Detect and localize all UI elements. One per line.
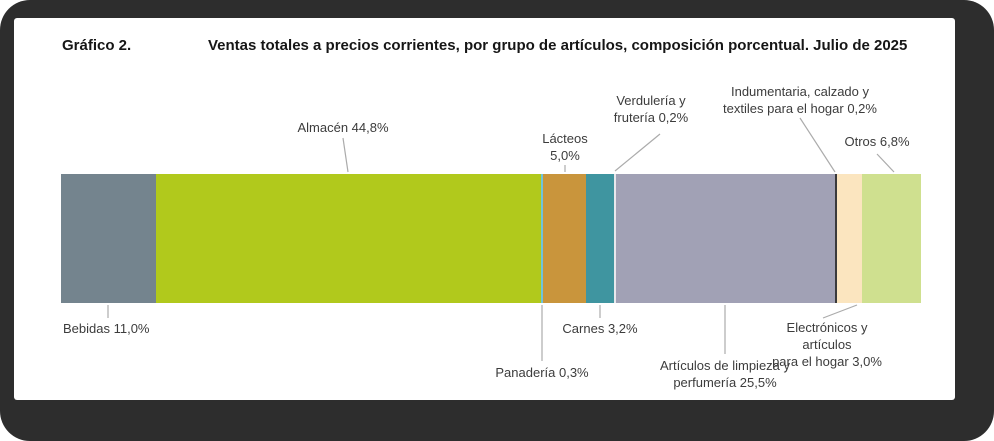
callout-verduleria: Verdulería y frutería 0,2% <box>613 93 689 125</box>
bar-segment-otros <box>862 174 921 303</box>
callout-carnes: Carnes 3,2% <box>562 321 638 336</box>
chart-panel: Gráfico 2. Ventas totales a precios corr… <box>14 18 955 400</box>
bar-segment-limpieza <box>615 174 835 303</box>
bar-segment-panaderia <box>540 174 544 303</box>
bar-segment-electronicos <box>836 174 863 303</box>
bar-segment-carnes <box>586 174 614 303</box>
figure-label: Gráfico 2. <box>62 37 132 54</box>
bar-segment-verduleria <box>613 174 616 303</box>
callout-indumentaria: Indumentaria, calzado y textiles para el… <box>723 84 877 116</box>
leader-line-verduleria <box>614 133 661 172</box>
leader-line-otros <box>876 153 895 173</box>
bar-segment-indumentaria <box>834 174 837 303</box>
bar-segment-lacteos <box>543 174 587 303</box>
bar-segment-bebidas <box>61 174 156 303</box>
callout-almacen: Almacén 44,8% <box>297 120 389 135</box>
callout-bebidas: Bebidas 11,0% <box>63 321 150 336</box>
stacked-bar <box>61 174 921 303</box>
callout-limpieza: Artículos de limpieza y perfumería 25,5% <box>659 358 791 390</box>
chart-title: Ventas totales a precios corrientes, por… <box>208 37 908 54</box>
callout-otros: Otros 6,8% <box>844 134 910 149</box>
leader-line-almacen <box>342 137 349 173</box>
leader-line-indumentaria <box>799 117 836 173</box>
bar-segment-almacen <box>155 174 541 303</box>
callout-electronicos: Electrónicos y artículos para el hogar 3… <box>772 320 882 369</box>
leader-line-electronicos <box>822 304 858 319</box>
callout-lacteos: Lácteos 5,0% <box>542 131 588 163</box>
callout-panaderia: Panadería 0,3% <box>495 365 589 380</box>
